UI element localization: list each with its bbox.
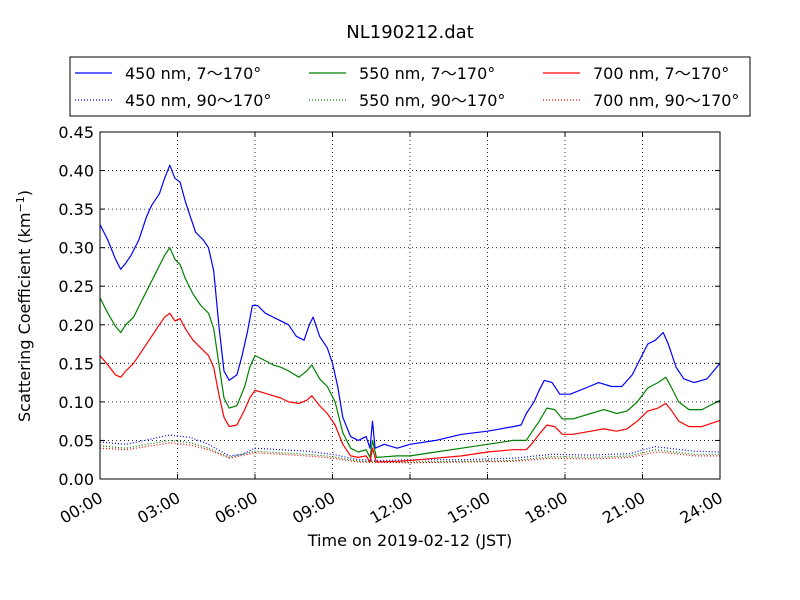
chart-title: NL190212.dat: [346, 22, 473, 43]
x-axis-label: Time on 2019-02-12 (JST): [307, 531, 512, 550]
y-axis-label-main: Scattering Coefficient (km: [15, 212, 34, 422]
legend-label-5: 700 nm, 90～170°: [593, 91, 739, 110]
plot-area: [99, 164, 721, 464]
y-axis-label: Scattering Coefficient (km−1): [14, 190, 34, 422]
legend-box: [69, 56, 751, 117]
series-line-1: [99, 434, 721, 462]
y-tick-label: 0.15: [58, 354, 94, 373]
grid-lines: [100, 132, 720, 479]
y-tick-label: 0.40: [58, 162, 94, 181]
y-axis-label-superscript: −1: [14, 196, 27, 212]
series-line-5: [99, 442, 720, 464]
series-line-0: [99, 164, 721, 449]
y-tick-label: 0.35: [58, 200, 94, 219]
y-tick-label: 0.25: [58, 277, 94, 296]
legend: 450 nm, 7～170° 450 nm, 90～170° 550 nm, 7～1…: [69, 56, 751, 117]
y-tick-label: 0.10: [58, 393, 94, 412]
legend-label-4: 700 nm, 7～170°: [593, 64, 729, 83]
y-tick-label: 0.05: [58, 431, 94, 450]
y-tick-label: 0.20: [58, 316, 94, 335]
legend-label-3: 550 nm, 90～170°: [359, 91, 505, 110]
legend-label-2: 550 nm, 7～170°: [359, 64, 495, 83]
series-line-4: [99, 312, 721, 463]
y-axis-label-close: ): [15, 190, 34, 196]
series-line-2: [99, 247, 721, 458]
y-tick-label: 0.30: [58, 239, 94, 258]
y-tick-label: 0.00: [58, 470, 94, 489]
legend-label-1: 450 nm, 90～170°: [125, 91, 271, 110]
legend-label-0: 450 nm, 7～170°: [125, 64, 261, 83]
y-tick-label: 0.45: [58, 123, 94, 142]
